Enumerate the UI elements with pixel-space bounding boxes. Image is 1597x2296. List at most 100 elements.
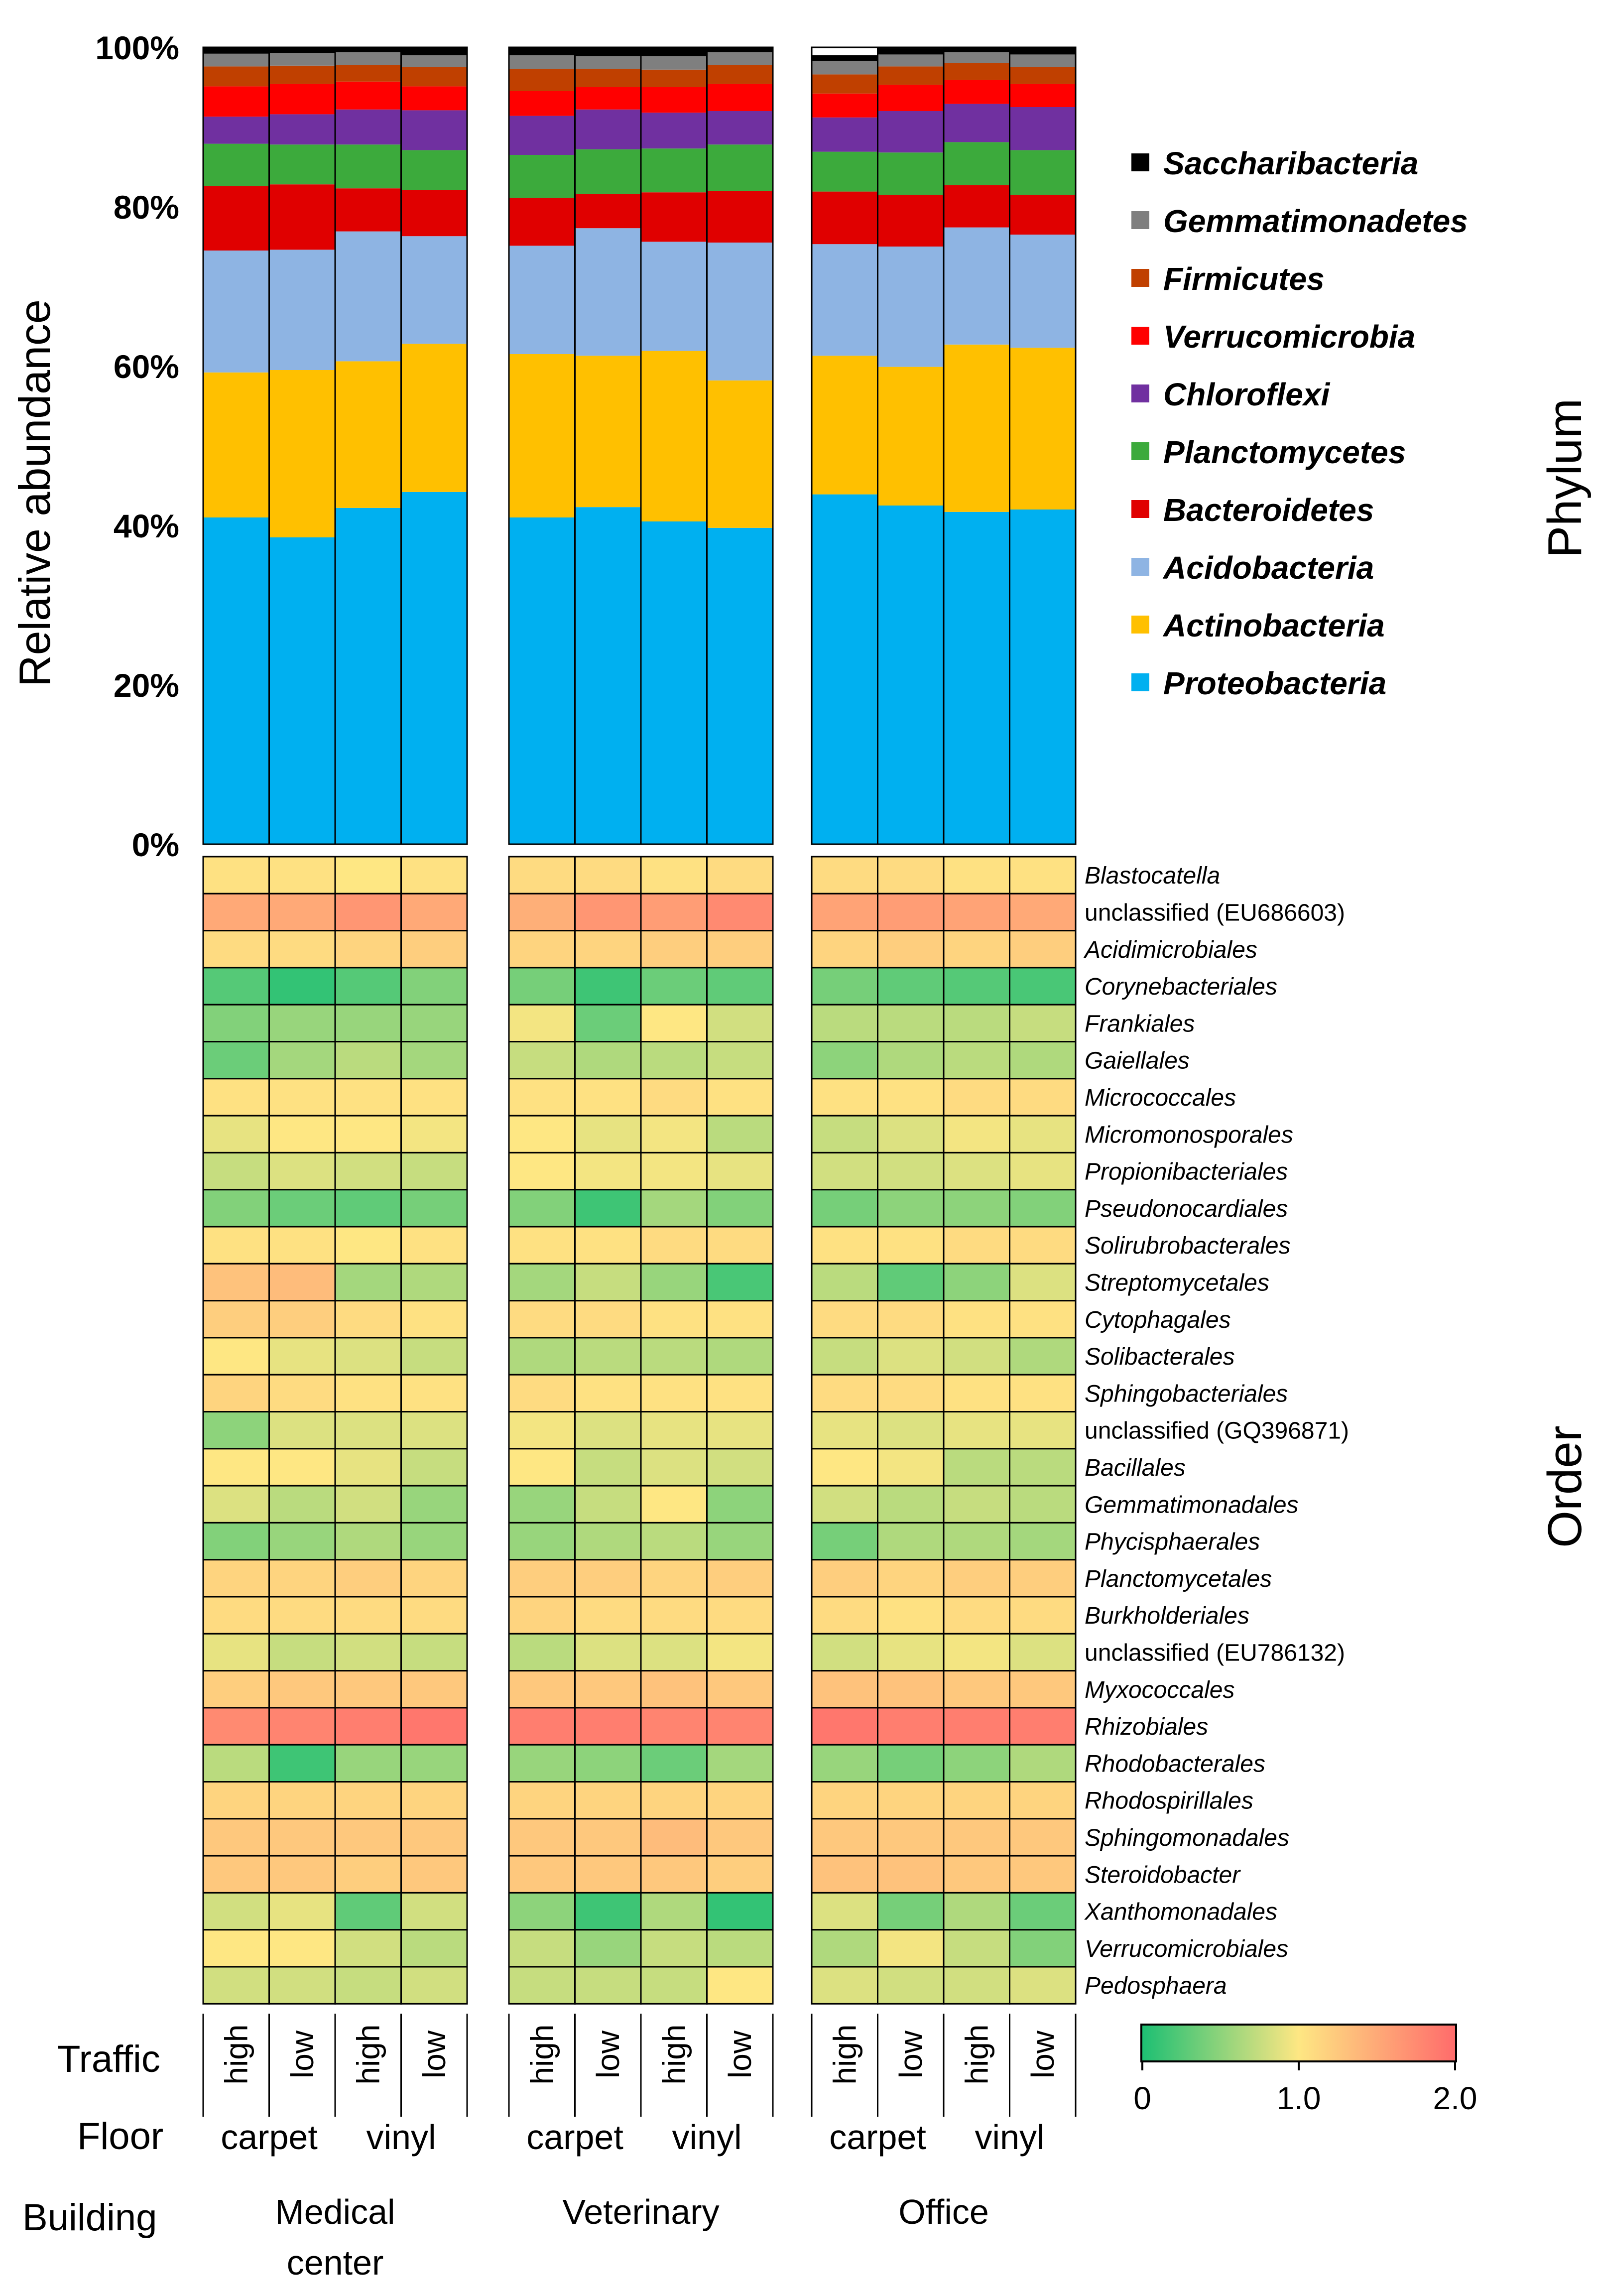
heatmap-cell-3-5 [574, 967, 642, 1006]
heatmap-cell-12-8 [811, 1300, 878, 1339]
heatmap-cell-21-4 [508, 1633, 576, 1672]
bar-segment-verrucomicrobia-0 [203, 86, 269, 117]
heatmap-cell-6-1 [268, 1078, 336, 1117]
bar-segment-gemmatimonadetes-9 [877, 54, 944, 67]
heatmap-cell-27-10 [943, 1855, 1010, 1894]
heatmap-cell-13-2 [334, 1337, 402, 1376]
heatmap-cell-10-10 [943, 1226, 1010, 1265]
heatmap-cell-13-4 [508, 1337, 576, 1376]
bar-segment-bacteroidetes-1 [269, 184, 335, 250]
heatmap-cell-15-5 [574, 1411, 642, 1450]
bar-segment-firmicutes-2 [335, 65, 401, 82]
heatmap-cell-8-9 [877, 1151, 945, 1191]
heatmap-cell-4-11 [1009, 1004, 1077, 1042]
heatmap-cell-27-9 [877, 1855, 945, 1894]
heatmap-cell-12-0 [202, 1300, 270, 1339]
bar-segment-firmicutes-7 [707, 65, 773, 84]
bar-segment-firmicutes-1 [269, 65, 335, 84]
traffic-label: low [1025, 2030, 1061, 2078]
heatmap-cell-12-2 [334, 1300, 402, 1339]
group-gap-1 [773, 45, 811, 847]
heatmap-cell-0-11 [1009, 856, 1077, 894]
heatmap-cell-26-0 [202, 1818, 270, 1857]
bar-segment-gemmatimonadetes-6 [641, 56, 707, 70]
bar-segment-chloroflexi-10 [944, 104, 1010, 142]
bar-segment-acidobacteria-1 [269, 250, 335, 370]
bar-segment-proteobacteria-9 [877, 506, 944, 844]
heatmap-row-label: Propionibacteriales [1085, 1159, 1288, 1185]
heatmap-cell-25-6 [640, 1781, 708, 1820]
heatmap-cell-6-3 [400, 1078, 468, 1117]
heatmap-cell-11-9 [877, 1263, 945, 1302]
heatmap-cell-9-0 [202, 1189, 270, 1228]
legend-label-saccharibacteria: Saccharibacteria [1163, 145, 1418, 181]
heatmap-row-label: Rhodospirillales [1085, 1788, 1253, 1814]
y-tick-label: 80% [114, 189, 179, 226]
heatmap-cell-22-9 [877, 1670, 945, 1709]
heatmap-cell-25-2 [334, 1781, 402, 1820]
bar-segment-bacteroidetes-10 [944, 185, 1010, 228]
heatmap-cell-9-5 [574, 1189, 642, 1228]
traffic-label: high [524, 2025, 560, 2085]
bar-segment-planctomycetes-3 [401, 150, 467, 190]
bar-segment-verrucomicrobia-5 [575, 87, 641, 110]
heatmap-cell-4-9 [877, 1004, 945, 1042]
heatmap-cell-13-9 [877, 1337, 945, 1376]
heatmap-cell-30-9 [877, 1966, 945, 2005]
bar-segment-gemmatimonadetes-11 [1009, 54, 1076, 67]
heatmap-cell-25-7 [706, 1781, 774, 1820]
phylum-stacked-bar-chart: 0% 20% 40% 60% 80% 100% Relative abundance Ph… [10, 29, 1592, 863]
heatmap-cell-22-2 [334, 1670, 402, 1709]
heatmap-cell-15-2 [334, 1411, 402, 1450]
heatmap-cell-4-7 [706, 1004, 774, 1042]
heatmap-cell-7-2 [334, 1115, 402, 1153]
heatmap-cell-27-1 [268, 1855, 336, 1894]
heatmap-cell-3-9 [877, 967, 945, 1006]
heatmap-cell-14-9 [877, 1374, 945, 1412]
heatmap-cell-26-9 [877, 1818, 945, 1857]
heatmap-cell-15-0 [202, 1411, 270, 1450]
heatmap-cell-22-1 [268, 1670, 336, 1709]
bar-segment-saccharibacteria-5 [575, 47, 641, 56]
heatmap-cell-4-8 [811, 1004, 878, 1042]
bar-segment-planctomycetes-2 [335, 144, 401, 189]
bar-segment-verrucomicrobia-9 [877, 85, 944, 111]
heatmap-cell-7-1 [268, 1115, 336, 1153]
sample-category-axis: Traffic Floor Building high low high low hig… [22, 2014, 1077, 2282]
heatmap-cell-1-6 [640, 893, 708, 932]
heatmap-cell-14-8 [811, 1374, 878, 1412]
heatmap-cell-23-11 [1009, 1707, 1077, 1746]
heatmap-cell-21-5 [574, 1633, 642, 1672]
legend-swatch-proteobacteria [1131, 673, 1149, 691]
bar-segment-bacteroidetes-4 [509, 198, 575, 246]
bar-segment-bacteroidetes-8 [812, 191, 878, 245]
bar-segment-planctomycetes-7 [707, 144, 773, 191]
heatmap-cell-30-11 [1009, 1966, 1077, 2005]
heatmap-cell-27-8 [811, 1855, 878, 1894]
heatmap-cell-5-7 [706, 1041, 774, 1080]
bar-segment-proteobacteria-6 [641, 521, 707, 844]
heatmap-cell-15-6 [640, 1411, 708, 1450]
heatmap-cell-16-7 [706, 1448, 774, 1487]
heatmap-cell-16-9 [877, 1448, 945, 1487]
legend-label-acidobacteria: Acidobacteria [1162, 550, 1374, 586]
heatmap-cell-29-1 [268, 1929, 336, 1968]
heatmap-cell-0-6 [640, 856, 708, 894]
heatmap-row-label: Xanthomonadales [1084, 1899, 1277, 1925]
heatmap-row-label: Micrococcales [1085, 1085, 1236, 1111]
group-gap-0 [468, 45, 508, 847]
heatmap-cell-21-7 [706, 1633, 774, 1672]
heatmap-cell-19-5 [574, 1559, 642, 1598]
floor-label: vinyl [366, 2118, 436, 2157]
heatmap-cell-18-5 [574, 1522, 642, 1561]
bar-segment-acidobacteria-0 [203, 251, 269, 373]
heatmap-cell-5-8 [811, 1041, 878, 1080]
heatmap-row-label: Planctomycetales [1085, 1566, 1272, 1592]
bar-segment-chloroflexi-3 [401, 110, 467, 150]
heatmap-cell-4-5 [574, 1004, 642, 1042]
heatmap-cell-0-4 [508, 856, 576, 894]
floor-row-title: Floor [77, 2115, 163, 2158]
heatmap-cell-26-8 [811, 1818, 878, 1857]
bar-segment-saccharibacteria-2 [335, 47, 401, 52]
heatmap-cell-3-3 [400, 967, 468, 1006]
